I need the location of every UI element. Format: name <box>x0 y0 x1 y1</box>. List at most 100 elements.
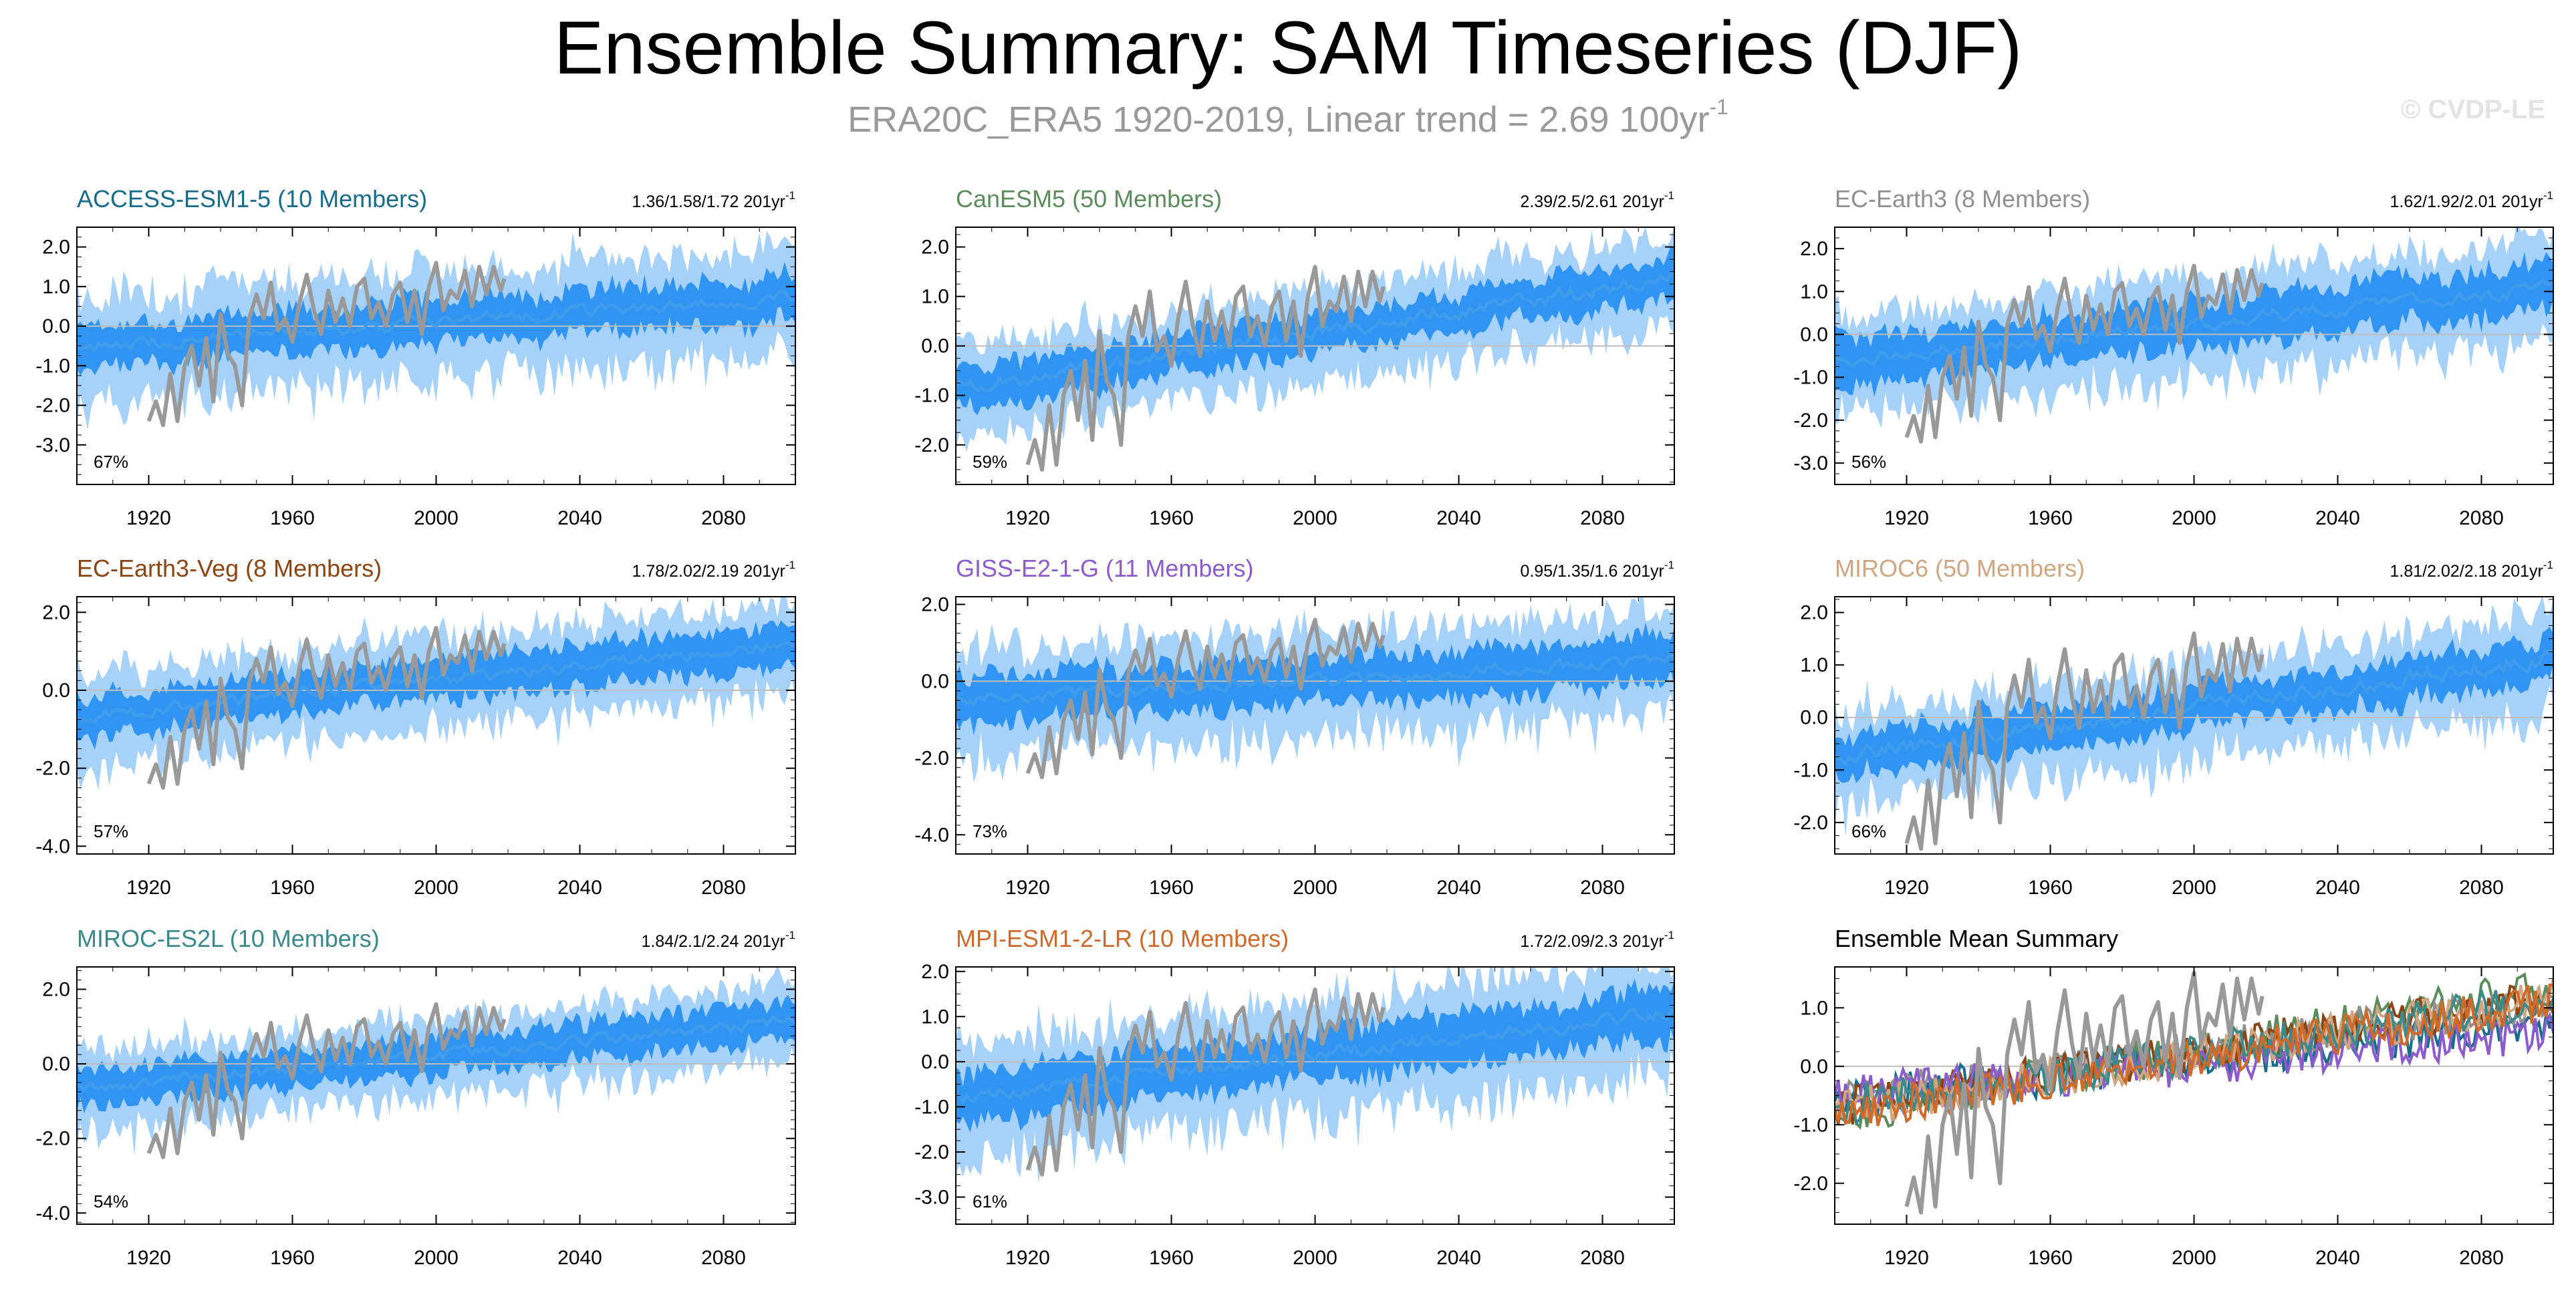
y-tick-label: 0.0 <box>42 680 70 702</box>
y-tick-label: 0.0 <box>921 670 949 692</box>
chart-panel-5: GISS-E2-1-G (11 Members) 0.95/1.35/1.6 20… <box>914 555 1675 899</box>
x-tick-label: 2040 <box>1436 1247 1481 1269</box>
plot-area <box>1835 970 2553 1215</box>
x-tick-label: 2000 <box>1293 507 1337 529</box>
ensemble-mean-line <box>956 271 1674 392</box>
chart-panel-7: MIROC-ES2L (10 Members) 1.84/2.1/2.24 201… <box>35 925 796 1269</box>
x-tick-label: 2000 <box>2172 1247 2216 1269</box>
x-tick-label: 2080 <box>1580 877 1625 899</box>
trend-label: 1.78/2.02/2.19 201yr-1 <box>632 559 795 581</box>
x-tick-label: 2040 <box>557 507 602 529</box>
observations-line <box>146 1002 507 1159</box>
x-tick-label: 2040 <box>557 1247 602 1269</box>
x-tick-label: 2040 <box>557 877 602 899</box>
observations-line <box>146 625 507 790</box>
y-tick-label: 0.0 <box>1800 707 1828 729</box>
trend-text: 1.81/2.02/2.18 201yr <box>2390 562 2543 581</box>
x-tick-label: 1920 <box>1005 1247 1050 1269</box>
percent-label: 54% <box>94 1191 128 1211</box>
y-tick-label: 0.0 <box>42 1053 70 1075</box>
x-tick-label: 1960 <box>1149 507 1194 529</box>
trend-label: 2.39/2.5/2.61 201yr-1 <box>1520 189 1674 211</box>
y-tick-label: -2.0 <box>35 758 70 780</box>
x-tick-label: 2040 <box>2315 507 2360 529</box>
y-tick-label: -3.0 <box>35 434 70 456</box>
inner-spread-band <box>77 994 795 1113</box>
trend-text: 2.39/2.5/2.61 201yr <box>1520 192 1664 211</box>
chart-title: MPI-ESM1-2-LR (10 Members) <box>956 925 1289 952</box>
trend-label: 0.95/1.35/1.6 201yr-1 <box>1520 559 1674 581</box>
plot-area <box>77 597 795 791</box>
ensemble-mean-line <box>1835 278 2553 368</box>
trend-superscript: -1 <box>2543 559 2553 571</box>
y-tick-label: -2.0 <box>914 1141 949 1163</box>
x-tick-label: 1960 <box>2028 1247 2073 1269</box>
y-tick-label: 2.0 <box>921 593 949 615</box>
ensemble-mean-line <box>1835 648 2553 767</box>
x-tick-label: 2080 <box>1580 507 1625 529</box>
x-tick-label: 2080 <box>701 1247 746 1269</box>
subtitle-text: ERA20C_ERA5 1920-2019, Linear trend = 2.… <box>848 100 1710 140</box>
chart-panel-3: EC-Earth3 (8 Members) 1.62/1.92/2.01 201y… <box>1793 185 2554 529</box>
x-tick-label: 1920 <box>1884 1247 1929 1269</box>
x-tick-label: 2000 <box>414 507 459 529</box>
observations-line <box>1904 970 2265 1215</box>
ensemble-mean-line <box>77 641 795 724</box>
trend-superscript: -1 <box>1664 189 1674 202</box>
chart-panel-2: CanESM5 (50 Members) 2.39/2.5/2.61 201yr-… <box>914 185 1675 529</box>
x-tick-label: 2040 <box>2315 877 2360 899</box>
trend-superscript: -1 <box>2543 189 2553 202</box>
y-tick-label: 1.0 <box>1800 654 1828 676</box>
x-tick-label: 1920 <box>1005 507 1050 529</box>
trend-label: 1.36/1.58/1.72 201yr-1 <box>632 189 795 211</box>
percent-label: 66% <box>1851 821 1886 841</box>
subtitle: ERA20C_ERA5 1920-2019, Linear trend = 2.… <box>0 95 2576 140</box>
inner-spread-band <box>77 620 795 750</box>
y-tick-label: -1.0 <box>1793 367 1828 389</box>
y-tick-label: -2.0 <box>914 747 949 769</box>
x-tick-label: 1920 <box>1005 877 1050 899</box>
trend-superscript: -1 <box>785 929 795 942</box>
y-tick-label: -4.0 <box>35 835 70 857</box>
chart-title: CanESM5 (50 Members) <box>956 185 1222 212</box>
trend-label: 1.72/2.09/2.3 201yr-1 <box>1520 929 1674 951</box>
chart-panel-6: MIROC6 (50 Members) 1.81/2.02/2.18 201yr-… <box>1793 555 2554 899</box>
plot-area <box>1835 227 2553 444</box>
plot-area <box>1835 597 2553 851</box>
ensemble-mean-line <box>77 1014 795 1093</box>
y-tick-label: -2.0 <box>1793 812 1828 834</box>
page-title: Ensemble Summary: SAM Timeseries (DJF) <box>553 6 2023 90</box>
plot-area <box>956 227 1674 472</box>
percent-label: 61% <box>973 1191 1007 1211</box>
y-tick-label: 0.0 <box>921 335 949 357</box>
x-tick-label: 2080 <box>701 507 746 529</box>
chart-title: MIROC-ES2L (10 Members) <box>77 925 380 952</box>
y-tick-label: 0.0 <box>1800 1056 1828 1078</box>
x-tick-label: 2000 <box>2172 877 2216 899</box>
y-tick-label: -1.0 <box>914 385 949 407</box>
observations-line <box>1025 617 1386 780</box>
x-tick-label: 2080 <box>2459 1247 2504 1269</box>
chart-panel-8: MPI-ESM1-2-LR (10 Members) 1.72/2.09/2.3 … <box>914 925 1675 1269</box>
observations-line <box>146 261 507 428</box>
ensemble-mean-line <box>956 652 1674 706</box>
inner-spread-band <box>1835 252 2553 397</box>
trend-text: 0.95/1.35/1.6 201yr <box>1520 562 1664 581</box>
y-tick-label: 1.0 <box>921 286 949 308</box>
x-tick-label: 1960 <box>270 507 315 529</box>
y-tick-label: 2.0 <box>921 237 949 259</box>
y-tick-label: -1.0 <box>914 1096 949 1118</box>
trend-superscript: -1 <box>785 189 795 202</box>
y-tick-label: 1.0 <box>42 276 70 298</box>
plot-area <box>956 597 1674 783</box>
x-tick-label: 1920 <box>1884 507 1929 529</box>
x-tick-label: 2000 <box>2172 507 2216 529</box>
observations-line <box>1904 263 2265 444</box>
y-tick-label: -2.0 <box>35 395 70 417</box>
subtitle-superscript: -1 <box>1709 95 1728 119</box>
y-tick-label: -2.0 <box>1793 410 1828 432</box>
trend-text: 1.36/1.58/1.72 201yr <box>632 192 785 211</box>
y-tick-label: 0.0 <box>1800 323 1828 345</box>
trend-text: 1.84/2.1/2.24 201yr <box>641 932 785 951</box>
y-tick-label: -2.0 <box>1793 1173 1828 1195</box>
